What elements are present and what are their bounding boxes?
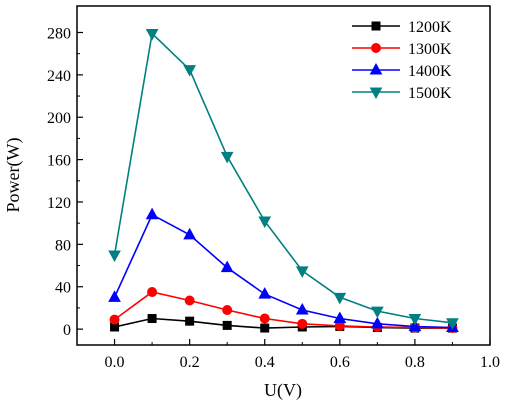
data-point [333,292,347,305]
x-tick-label: 0.0 [105,354,125,371]
legend-marker [371,21,381,31]
y-tick-label: 0 [63,322,71,339]
data-point [147,314,157,324]
y-tick-label: 80 [55,237,71,254]
legend: 1200K 1300K 1400K 1500K [352,19,452,102]
legend-label: 1300K [408,41,452,58]
series-1400K [108,207,459,333]
legend-entry: 1200K [352,19,452,36]
data-point [295,303,309,315]
data-point [109,314,120,325]
data-point [408,314,422,326]
series-layer [108,29,459,334]
data-point [259,313,270,324]
data-point [147,287,158,298]
data-point [183,227,196,240]
legend-label: 1200K [408,19,452,36]
legend-marker [369,62,383,75]
data-point [222,305,233,316]
y-tick-label: 160 [47,153,71,170]
series-line [114,291,453,329]
legend-entry: 1400K [352,62,452,80]
series-line [113,31,453,324]
x-tick-label: 0.4 [255,354,275,371]
data-point [108,290,121,302]
legend-entry: 1500K [352,85,452,102]
series-1500K [108,29,459,330]
y-tick-label: 120 [47,195,71,212]
legend-entry: 1300K [352,41,452,58]
data-point [297,318,308,329]
data-point [220,260,234,273]
data-point [333,311,347,324]
data-point [185,316,195,326]
y-tick-label: 280 [47,25,71,42]
data-point [220,151,234,164]
x-axis-title: U(V) [264,380,302,401]
data-point [258,216,272,229]
legend-marker [371,43,381,53]
x-tick-label: 0.2 [180,354,200,371]
data-point [184,295,195,306]
y-axis-title: Power(W) [3,138,24,213]
data-point [108,250,121,262]
y-tick-label: 40 [55,280,71,297]
data-point [371,306,384,319]
data-point [258,287,272,299]
y-tick-label: 240 [47,68,71,85]
data-point [260,323,270,333]
legend-label: 1400K [408,63,452,80]
data-point [222,320,232,330]
y-tick-label: 200 [47,110,71,127]
data-point [183,65,196,77]
data-point [446,318,459,330]
ticks-layer: 0.0 0.2 0.4 0.6 0.8 1.0 0 40 80 120 160 200 240 280 [47,25,500,371]
x-tick-label: 0.8 [405,354,425,371]
data-point [145,207,159,220]
x-tick-label: 0.6 [330,354,350,371]
legend-marker [369,87,383,100]
data-point [371,316,384,329]
plot-frame [76,5,491,346]
data-point [145,29,159,41]
data-point [295,266,309,278]
x-tick-label: 1.0 [480,354,500,371]
series-line [113,213,453,329]
legend-label: 1500K [408,85,452,102]
